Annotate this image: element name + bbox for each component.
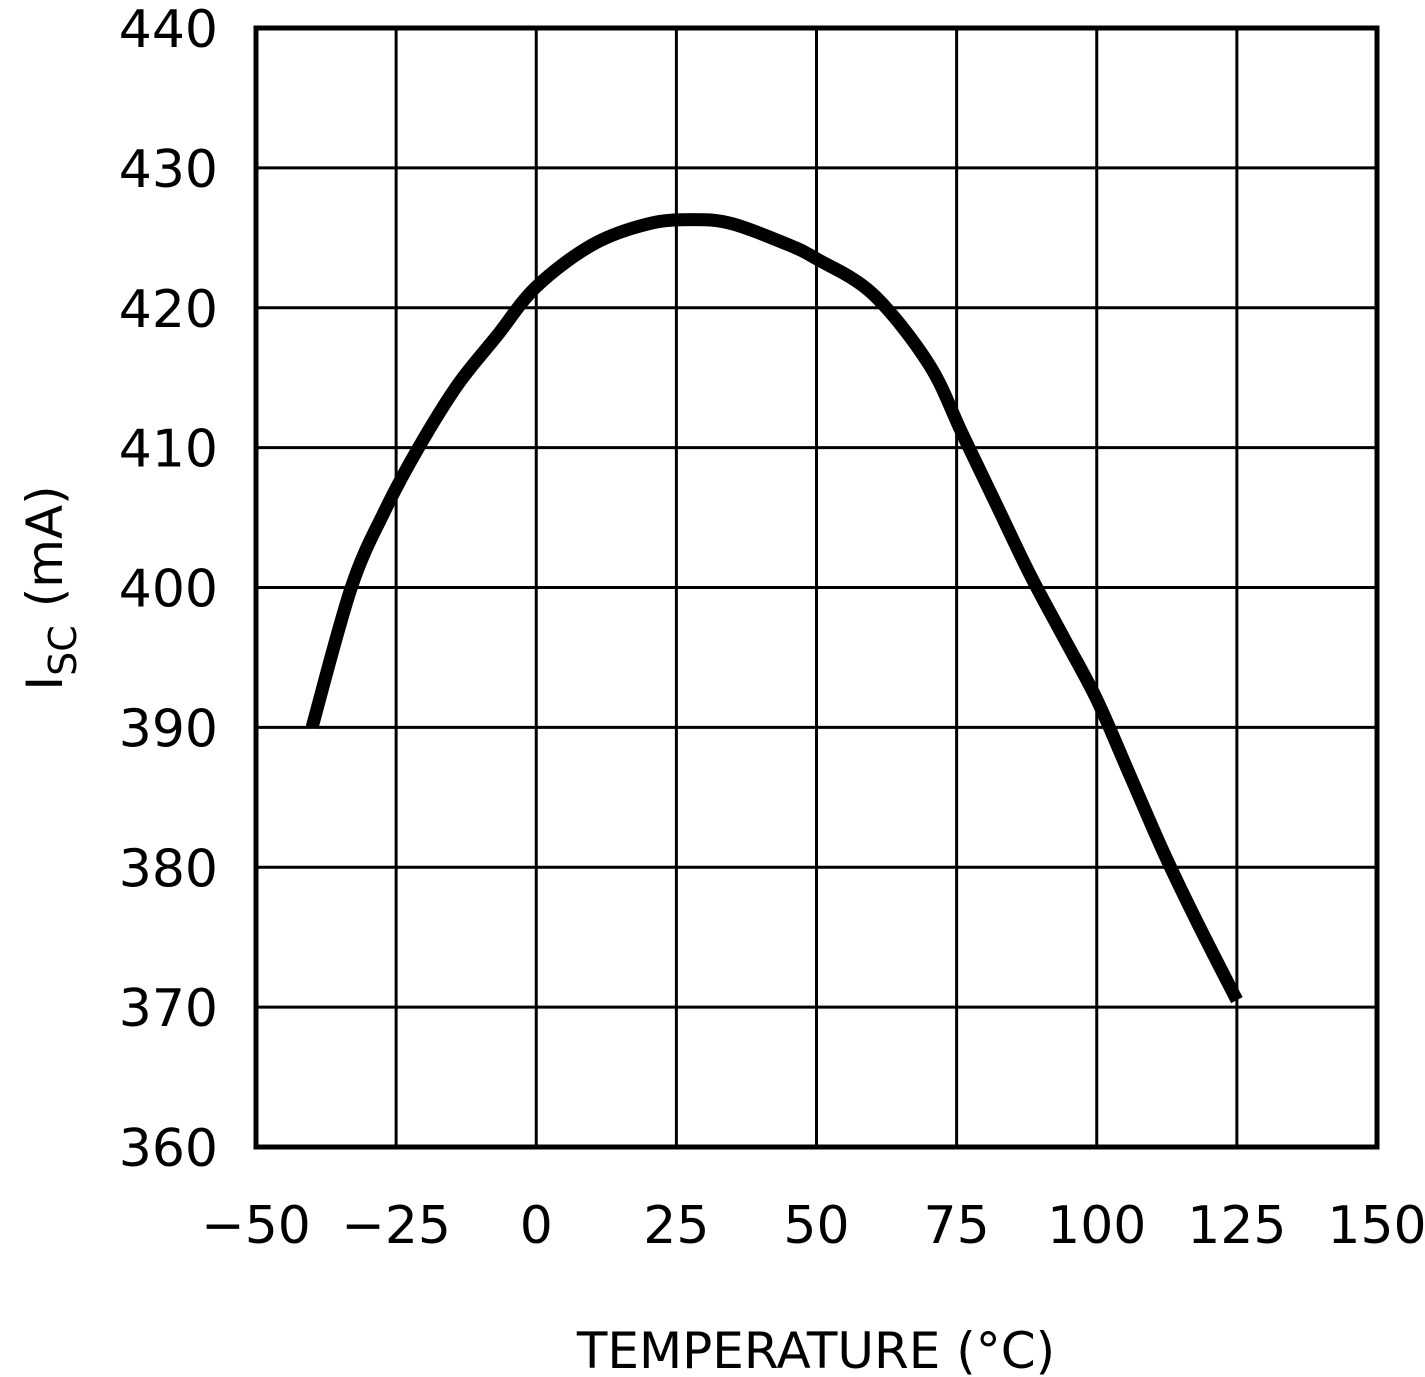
x-tick-label: 75 — [924, 1196, 990, 1256]
y-tick-label: 370 — [119, 979, 218, 1039]
isc-curve — [305, 213, 1243, 1004]
x-tick-label: 150 — [1327, 1196, 1425, 1256]
y-tick-label: 360 — [119, 1119, 218, 1179]
y-axis-label-unit: (mA) — [16, 485, 74, 607]
y-tick-label: 380 — [119, 839, 218, 899]
y-tick-label: 420 — [119, 280, 218, 340]
x-tick-label: 125 — [1187, 1196, 1286, 1256]
grid-lines — [254, 26, 1379, 1149]
plot-frame — [253, 25, 1380, 1150]
y-tick-label: 390 — [119, 699, 218, 759]
y-axis-label: ISC (mA) — [16, 485, 85, 690]
y-axis-tick-labels: 360 370 380 390 400 410 420 430 440 — [119, 0, 218, 1179]
x-tick-label: 0 — [520, 1196, 553, 1256]
x-tick-label: −50 — [201, 1196, 311, 1256]
y-axis-label-main: I — [16, 676, 74, 691]
y-tick-label: 410 — [119, 420, 218, 480]
x-tick-label: 25 — [643, 1196, 709, 1256]
y-tick-label: 400 — [119, 560, 218, 620]
x-tick-label: −25 — [341, 1196, 451, 1256]
y-tick-label: 440 — [119, 0, 218, 60]
x-tick-label: 100 — [1047, 1196, 1146, 1256]
y-axis-label-subscript: SC — [41, 625, 85, 676]
x-axis-tick-labels: −50 −25 0 25 50 75 100 125 150 — [201, 1196, 1425, 1256]
x-axis-label: TEMPERATURE (°C) — [576, 1322, 1055, 1377]
y-tick-label: 430 — [119, 140, 218, 200]
svg-text:ISC(mA): ISC (mA) — [16, 485, 85, 690]
x-tick-label: 50 — [783, 1196, 849, 1256]
